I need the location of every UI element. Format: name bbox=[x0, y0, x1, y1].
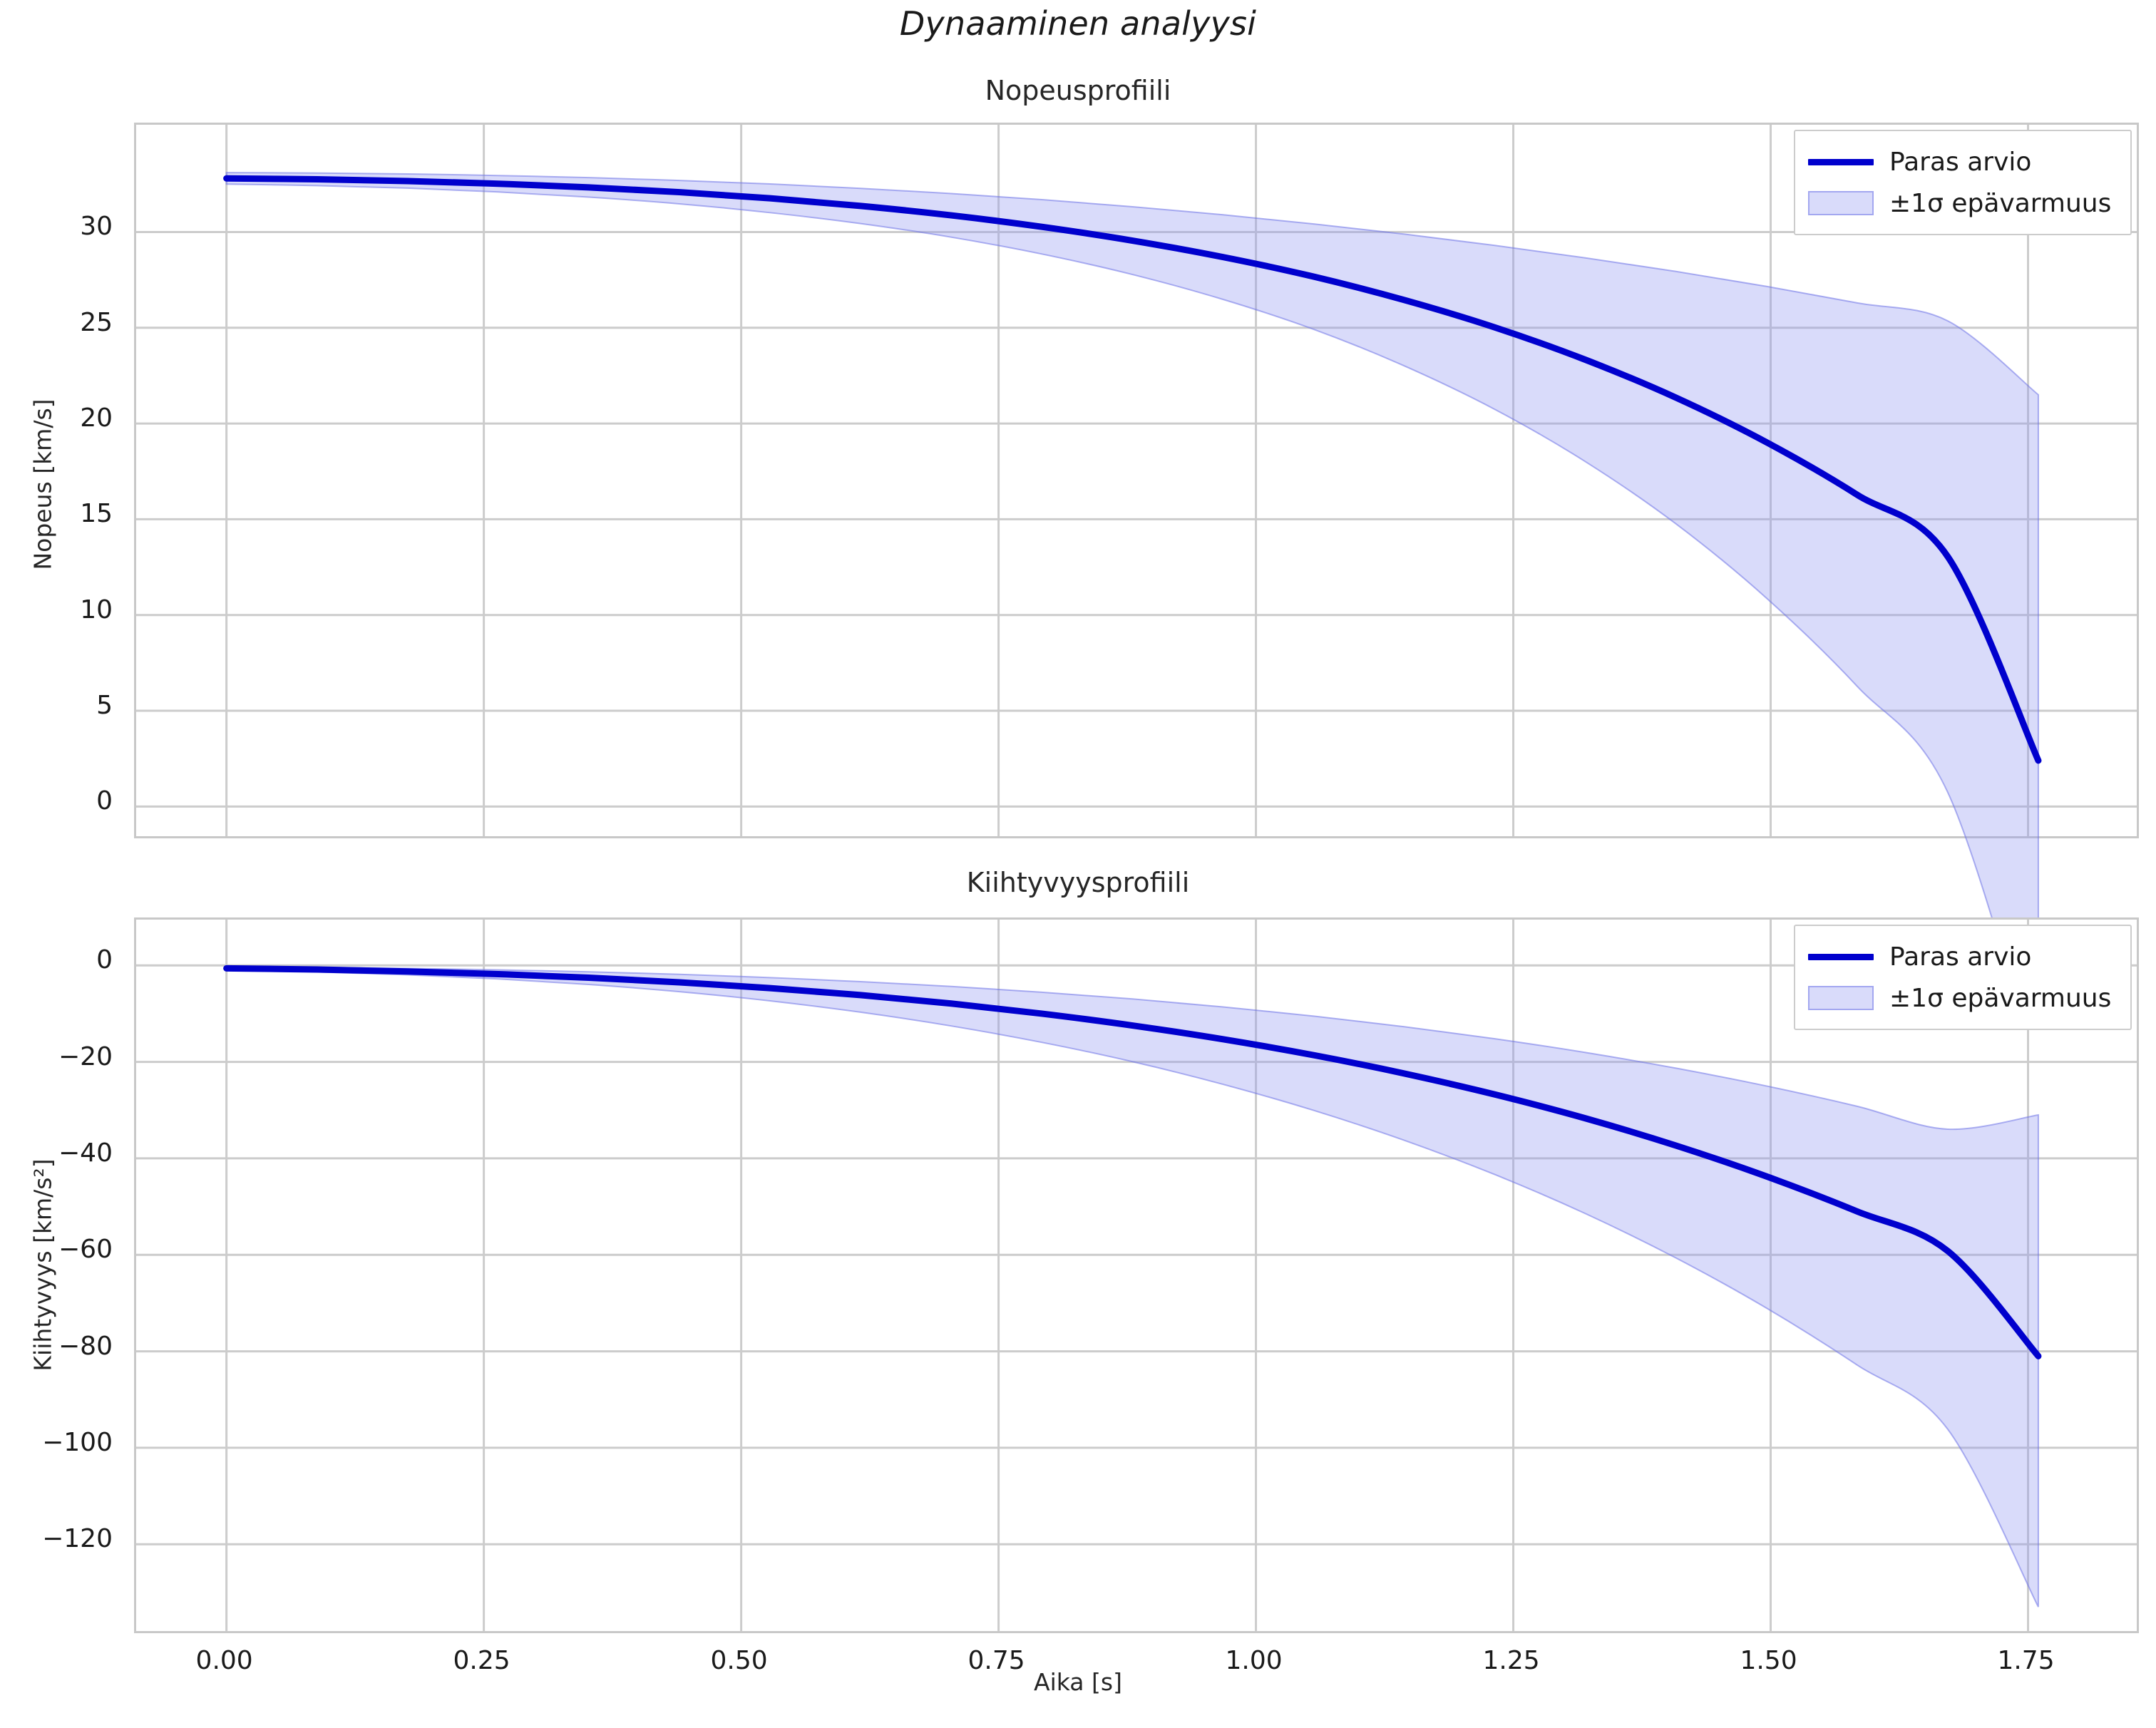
subplot-2-uncertainty-band bbox=[225, 965, 2039, 1608]
legend-entry-best-estimate: Paras arvio bbox=[1808, 141, 2116, 182]
ytick-label: 5 bbox=[96, 691, 113, 721]
subplot-1-title: Nopeusprofiili bbox=[985, 75, 1171, 106]
ytick-label: 25 bbox=[80, 307, 113, 337]
subplot-1-legend: Paras arvio ±1σ epävarmuus bbox=[1794, 130, 2132, 235]
subplot-1-ylabel: Nopeus [km/s] bbox=[29, 398, 57, 570]
ytick-label: 15 bbox=[80, 499, 113, 529]
ytick-label: −120 bbox=[42, 1524, 113, 1554]
legend-label-best-estimate: Paras arvio bbox=[1889, 147, 2032, 177]
ytick-label: −20 bbox=[58, 1042, 113, 1071]
legend-line-swatch bbox=[1808, 945, 1874, 969]
subplot-1-best-estimate-line bbox=[223, 175, 2042, 764]
subplot-1-plot-area bbox=[136, 125, 2137, 1075]
xtick-label: 1.00 bbox=[1225, 1646, 1283, 1675]
legend-label-uncertainty: ±1σ epävarmuus bbox=[1889, 188, 2112, 218]
legend-label-uncertainty: ±1σ epävarmuus bbox=[1889, 983, 2112, 1013]
subplot-1-axes bbox=[134, 123, 2139, 1075]
ytick-label: 20 bbox=[80, 403, 113, 433]
legend-band-swatch bbox=[1808, 986, 1874, 1010]
subplot-2-plot-area bbox=[136, 920, 2137, 1631]
ytick-label: −80 bbox=[58, 1331, 113, 1361]
subplot-2-legend: Paras arvio ±1σ epävarmuus bbox=[1794, 925, 2132, 1030]
ytick-label: −40 bbox=[58, 1138, 113, 1168]
subplot-2-best-estimate-line bbox=[223, 965, 2042, 1359]
subplot-1-gridlines bbox=[136, 125, 2137, 836]
legend-label-best-estimate: Paras arvio bbox=[1889, 942, 2032, 972]
ytick-label: 0 bbox=[96, 945, 113, 975]
legend-entry-best-estimate: Paras arvio bbox=[1808, 936, 2116, 977]
legend-band-swatch bbox=[1808, 191, 1874, 215]
ytick-label: 0 bbox=[96, 786, 113, 816]
xtick-label: 1.25 bbox=[1482, 1646, 1540, 1675]
xtick-label: 0.50 bbox=[710, 1646, 768, 1675]
xtick-label: 0.00 bbox=[195, 1646, 253, 1675]
legend-entry-uncertainty: ±1σ epävarmuus bbox=[1808, 182, 2116, 224]
xtick-label: 0.25 bbox=[453, 1646, 510, 1675]
xtick-label: 1.50 bbox=[1740, 1646, 1797, 1675]
legend-line-swatch bbox=[1808, 150, 1874, 174]
legend-entry-uncertainty: ±1σ epävarmuus bbox=[1808, 977, 2116, 1019]
ytick-label: −60 bbox=[58, 1235, 113, 1265]
ytick-label: −100 bbox=[42, 1427, 113, 1457]
subplot-2-xlabel: Aika [s] bbox=[1034, 1668, 1122, 1696]
figure-suptitle: Dynaaminen analyysi bbox=[899, 4, 1257, 43]
subplot-2-title: Kiihtyvyysprofiili bbox=[966, 867, 1190, 898]
xtick-label: 0.75 bbox=[967, 1646, 1025, 1675]
xtick-label: 1.75 bbox=[1997, 1646, 2055, 1675]
ytick-label: 10 bbox=[80, 595, 113, 624]
ytick-label: 30 bbox=[80, 212, 113, 242]
subplot-2-axes bbox=[134, 917, 2139, 1633]
